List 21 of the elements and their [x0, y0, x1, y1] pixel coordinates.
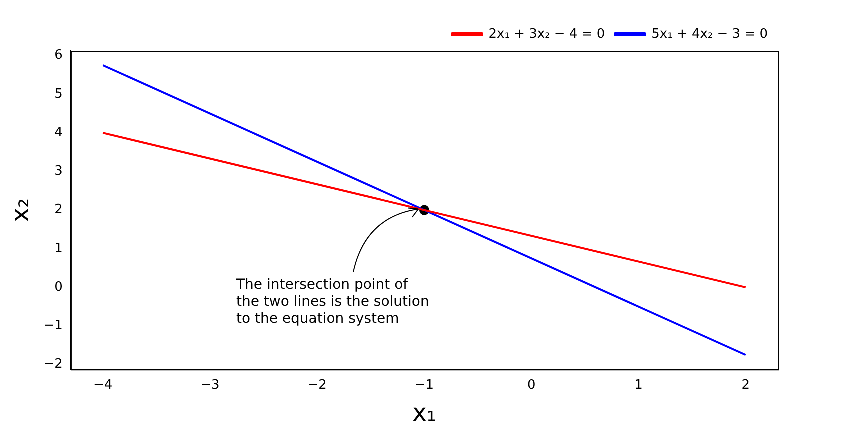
- x-axis-title: x₁: [412, 398, 436, 427]
- y-tick-label: 2: [54, 202, 63, 218]
- legend-label: 2x₁ + 3x₂ − 4 = 0: [488, 26, 606, 42]
- y-tick-label: −2: [44, 357, 63, 372]
- x-tick-label: 1: [634, 378, 643, 393]
- y-tick-label: 6: [54, 48, 63, 64]
- y-tick-label: 3: [54, 164, 63, 180]
- y-tick-label: 5: [54, 86, 63, 102]
- x-tick-label: 0: [527, 378, 536, 393]
- x-tick-label: −2: [308, 378, 327, 393]
- y-tick-label: 4: [54, 125, 63, 140]
- x-tick-label: −3: [200, 378, 220, 393]
- y-tick-label: 1: [54, 241, 63, 256]
- y-tick-label: −1: [44, 318, 63, 334]
- y-tick-label: 0: [54, 280, 63, 295]
- legend-label: 5x₁ + 4x₂ − 3 = 0: [652, 26, 768, 42]
- x-tick-label: −1: [414, 378, 434, 393]
- annotation: The intersection point of the two lines is the solution to the equation system: [235, 276, 430, 327]
- y-axis-title: x₂: [6, 198, 35, 222]
- x-tick-label: −4: [94, 378, 113, 393]
- x-tick-label: 2: [742, 378, 750, 393]
